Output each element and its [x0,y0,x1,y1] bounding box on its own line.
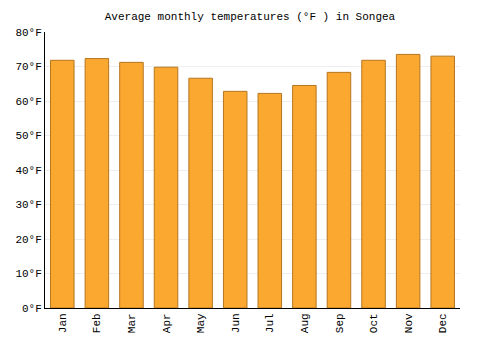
svg-text:40°F: 40°F [15,165,41,177]
svg-text:Average monthly temperatures (: Average monthly temperatures (°F ) in So… [105,11,396,23]
svg-text:10°F: 10°F [15,268,41,280]
svg-text:Dec: Dec [437,313,449,333]
svg-text:Sep: Sep [334,313,346,333]
svg-text:Oct: Oct [368,313,380,333]
svg-text:Apr: Apr [161,313,173,333]
svg-text:60°F: 60°F [15,96,41,108]
svg-text:20°F: 20°F [15,234,41,246]
svg-text:30°F: 30°F [15,199,41,211]
svg-text:Mar: Mar [126,313,138,333]
svg-text:Jul: Jul [264,313,276,333]
svg-text:Nov: Nov [403,313,415,333]
svg-text:May: May [195,313,207,333]
svg-text:50°F: 50°F [15,130,41,142]
svg-text:Aug: Aug [299,313,311,333]
svg-text:Feb: Feb [91,313,103,333]
svg-text:Jan: Jan [57,313,69,333]
svg-text:80°F: 80°F [15,27,41,39]
svg-text:Jun: Jun [230,313,242,333]
svg-text:0°F: 0°F [22,303,42,315]
svg-text:70°F: 70°F [15,61,41,73]
